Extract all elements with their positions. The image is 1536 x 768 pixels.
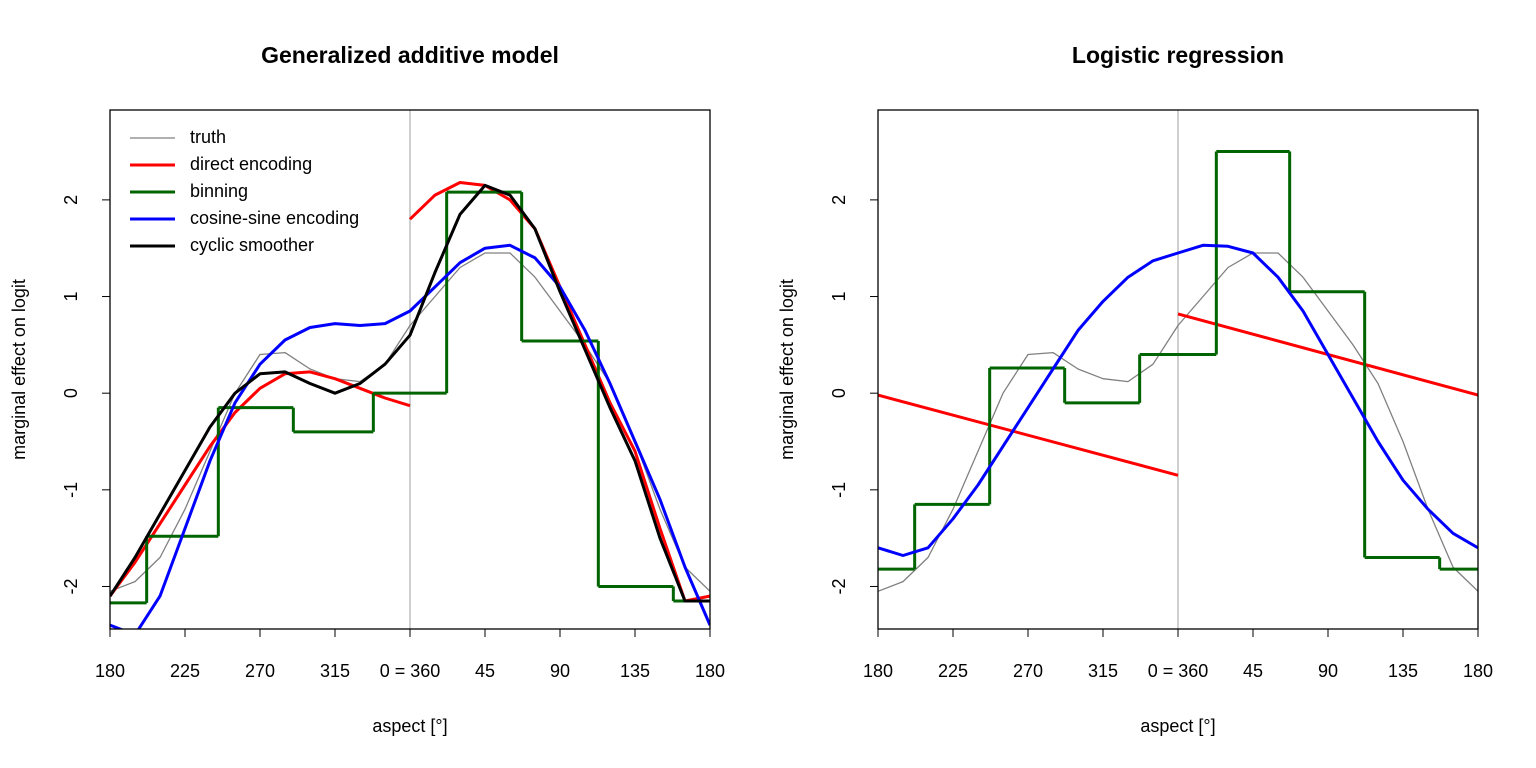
x-tick-label: 45	[475, 661, 495, 681]
legend-label: cosine-sine encoding	[190, 208, 359, 228]
x-tick-label: 270	[245, 661, 275, 681]
x-axis-label: aspect [°]	[1140, 716, 1215, 736]
plot-frame	[109, 109, 711, 630]
legend-label: cyclic smoother	[190, 235, 314, 255]
x-tick-label: 90	[550, 661, 570, 681]
y-tick-label: 0	[829, 388, 849, 398]
x-axis-label: aspect [°]	[372, 716, 447, 736]
series-line	[878, 243, 1478, 557]
x-tick-label: 180	[695, 661, 725, 681]
x-tick-label: 225	[170, 661, 200, 681]
x-tick-label: 90	[1318, 661, 1338, 681]
chart-title: Generalized additive model	[261, 42, 559, 68]
series-line	[878, 252, 1478, 592]
x-tick-label: 180	[95, 661, 125, 681]
plot-lines	[110, 181, 710, 629]
x-tick-label: 135	[620, 661, 650, 681]
x-tick-label: 315	[320, 661, 350, 681]
x-tick-label: 315	[1088, 661, 1118, 681]
y-axis-label: marginal effect on logit	[9, 279, 29, 460]
y-tick-label: 1	[61, 292, 81, 302]
y-tick-label: 2	[61, 195, 81, 205]
y-tick-label: -1	[829, 482, 849, 498]
y-axis-label: marginal effect on logit	[777, 279, 797, 460]
x-tick-label: 135	[1388, 661, 1418, 681]
x-tick-label: 45	[1243, 661, 1263, 681]
y-tick-label: -2	[829, 578, 849, 594]
chart-title: Logistic regression	[1072, 42, 1284, 68]
x-tick-label: 0 = 360	[1148, 661, 1209, 681]
x-tick-label: 180	[863, 661, 893, 681]
y-tick-label: 2	[829, 195, 849, 205]
y-tick-label: 1	[829, 292, 849, 302]
legend-label: truth	[190, 127, 226, 147]
legend-label: direct encoding	[190, 154, 312, 174]
legend-label: binning	[190, 181, 248, 201]
x-tick-label: 180	[1463, 661, 1493, 681]
panel: Logistic regression aspect [°] marginal ef…	[777, 42, 1493, 736]
plot-lines	[878, 150, 1478, 592]
series-line	[110, 183, 710, 603]
y-tick-label: -1	[61, 482, 81, 498]
series-line	[110, 243, 710, 629]
y-tick-label: 0	[61, 388, 81, 398]
panel: Generalized additive model aspect [°] marg…	[9, 42, 725, 736]
x-tick-label: 270	[1013, 661, 1043, 681]
x-tick-label: 0 = 360	[380, 661, 441, 681]
plot-frame	[877, 109, 1479, 630]
y-tick-label: -2	[61, 578, 81, 594]
x-tick-label: 225	[938, 661, 968, 681]
